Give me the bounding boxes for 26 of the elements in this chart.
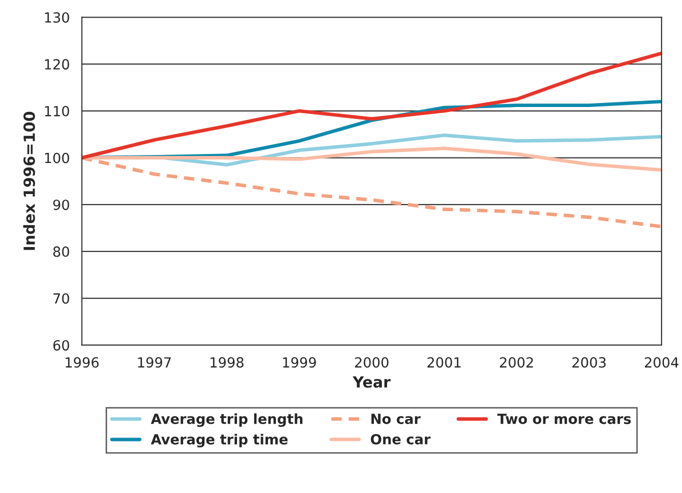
x-tick-label: 2004 bbox=[644, 357, 678, 368]
x-tick-label: 2003 bbox=[572, 357, 606, 368]
x-tick-label: 2000 bbox=[355, 357, 388, 368]
y-tick-label: 120 bbox=[45, 59, 70, 70]
legend-label: No car bbox=[371, 414, 421, 424]
x-tick-label: 1996 bbox=[66, 357, 99, 368]
x-tick-label: 1998 bbox=[210, 357, 244, 368]
line-series bbox=[82, 146, 662, 172]
legend-label: Two or more cars bbox=[497, 414, 631, 424]
y-tick-label: 130 bbox=[45, 12, 70, 23]
legend-label: Average trip time bbox=[150, 434, 288, 448]
y-tick-label: 90 bbox=[53, 200, 70, 210]
x-axis-title: Year bbox=[352, 376, 391, 388]
x-tick-label: 2002 bbox=[500, 357, 533, 368]
y-tick-label: 70 bbox=[54, 293, 70, 304]
y-tick-label: 100 bbox=[45, 152, 70, 164]
y-tick-label: 60 bbox=[53, 340, 70, 351]
x-tick-label: 1997 bbox=[138, 357, 171, 368]
x-tick-label: 2001 bbox=[427, 357, 461, 368]
legend-label: Average trip length bbox=[150, 413, 302, 427]
y-tick-label: 80 bbox=[53, 246, 70, 257]
legend-label: One car bbox=[370, 434, 431, 444]
y-tick-label: 110 bbox=[45, 106, 70, 116]
x-tick-label: 1999 bbox=[283, 357, 316, 368]
line-series bbox=[82, 52, 662, 160]
y-axis-title: Index 1996=100 bbox=[23, 112, 36, 250]
